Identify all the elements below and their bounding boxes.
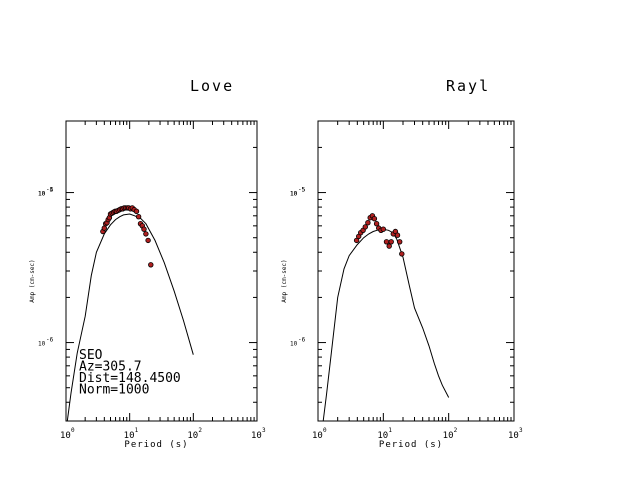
observed-point	[362, 224, 368, 230]
panel-title: Love	[190, 77, 234, 95]
y-tick-label: 10	[290, 191, 298, 198]
x-tick-exponent: 3	[262, 427, 266, 434]
x-tick-label: 10	[124, 431, 135, 441]
y-tick-exponent: -5	[298, 187, 306, 194]
station-info-line: Norm=1000	[79, 383, 149, 398]
y-tick-label: 10	[38, 191, 46, 198]
x-tick-exponent: 1	[135, 427, 139, 434]
x-tick-exponent: 0	[71, 427, 75, 434]
y-tick-exponent: -4	[46, 187, 54, 194]
y-tick-label: 10	[38, 191, 46, 198]
x-tick-label: 10	[251, 431, 262, 441]
station-info-line: Az=305.7	[79, 360, 142, 375]
observed-point	[353, 237, 360, 244]
x-tick-label: 10	[187, 431, 198, 441]
observed-point	[371, 215, 378, 222]
station-info-line: Dist=148.4500	[79, 371, 181, 386]
x-tick-label: 10	[377, 431, 388, 441]
y-axis-label: Amp (cm-sec)	[281, 259, 288, 302]
observed-point	[388, 239, 394, 245]
model-curve	[66, 213, 194, 422]
x-tick-exponent: 2	[454, 427, 458, 434]
y-tick-label: 10	[290, 341, 298, 348]
panel-title: Rayl	[446, 77, 490, 95]
x-tick-label: 10	[60, 431, 71, 441]
model-curve	[322, 228, 450, 422]
y-tick-label: 10	[290, 191, 298, 198]
x-tick-exponent: 3	[519, 427, 523, 434]
observed-point	[143, 231, 149, 237]
y-tick-exponent: -5	[298, 187, 306, 194]
observed-point	[373, 220, 380, 227]
station-info-line: SEO	[79, 348, 103, 363]
observed-point	[101, 225, 107, 231]
x-tick-label: 10	[508, 431, 519, 441]
plot-frame	[317, 120, 515, 422]
observed-point	[133, 208, 140, 214]
x-axis-label: Period (s)	[124, 440, 188, 450]
y-tick-exponent: -5	[46, 187, 54, 194]
observed-point	[141, 226, 147, 232]
observed-point	[135, 213, 142, 220]
y-tick-exponent: -6	[298, 337, 306, 344]
y-axis-label: Amp (cm-sec)	[29, 259, 36, 302]
observed-point	[380, 226, 386, 232]
observed-point	[383, 239, 390, 245]
observed-point	[386, 243, 392, 249]
observed-point	[399, 251, 405, 257]
observed-point	[397, 239, 403, 245]
y-tick-label: 10	[38, 341, 46, 348]
x-tick-label: 10	[443, 431, 454, 441]
x-tick-exponent: 2	[198, 427, 202, 434]
y-tick-exponent: -6	[46, 337, 54, 344]
x-tick-exponent: 1	[388, 427, 392, 434]
observed-point	[394, 232, 401, 238]
observed-point	[148, 262, 154, 268]
x-tick-exponent: 0	[323, 427, 327, 434]
observed-point	[145, 237, 151, 244]
x-axis-label: Period (s)	[379, 440, 443, 450]
x-tick-label: 10	[312, 431, 323, 441]
observed-point	[365, 219, 371, 226]
